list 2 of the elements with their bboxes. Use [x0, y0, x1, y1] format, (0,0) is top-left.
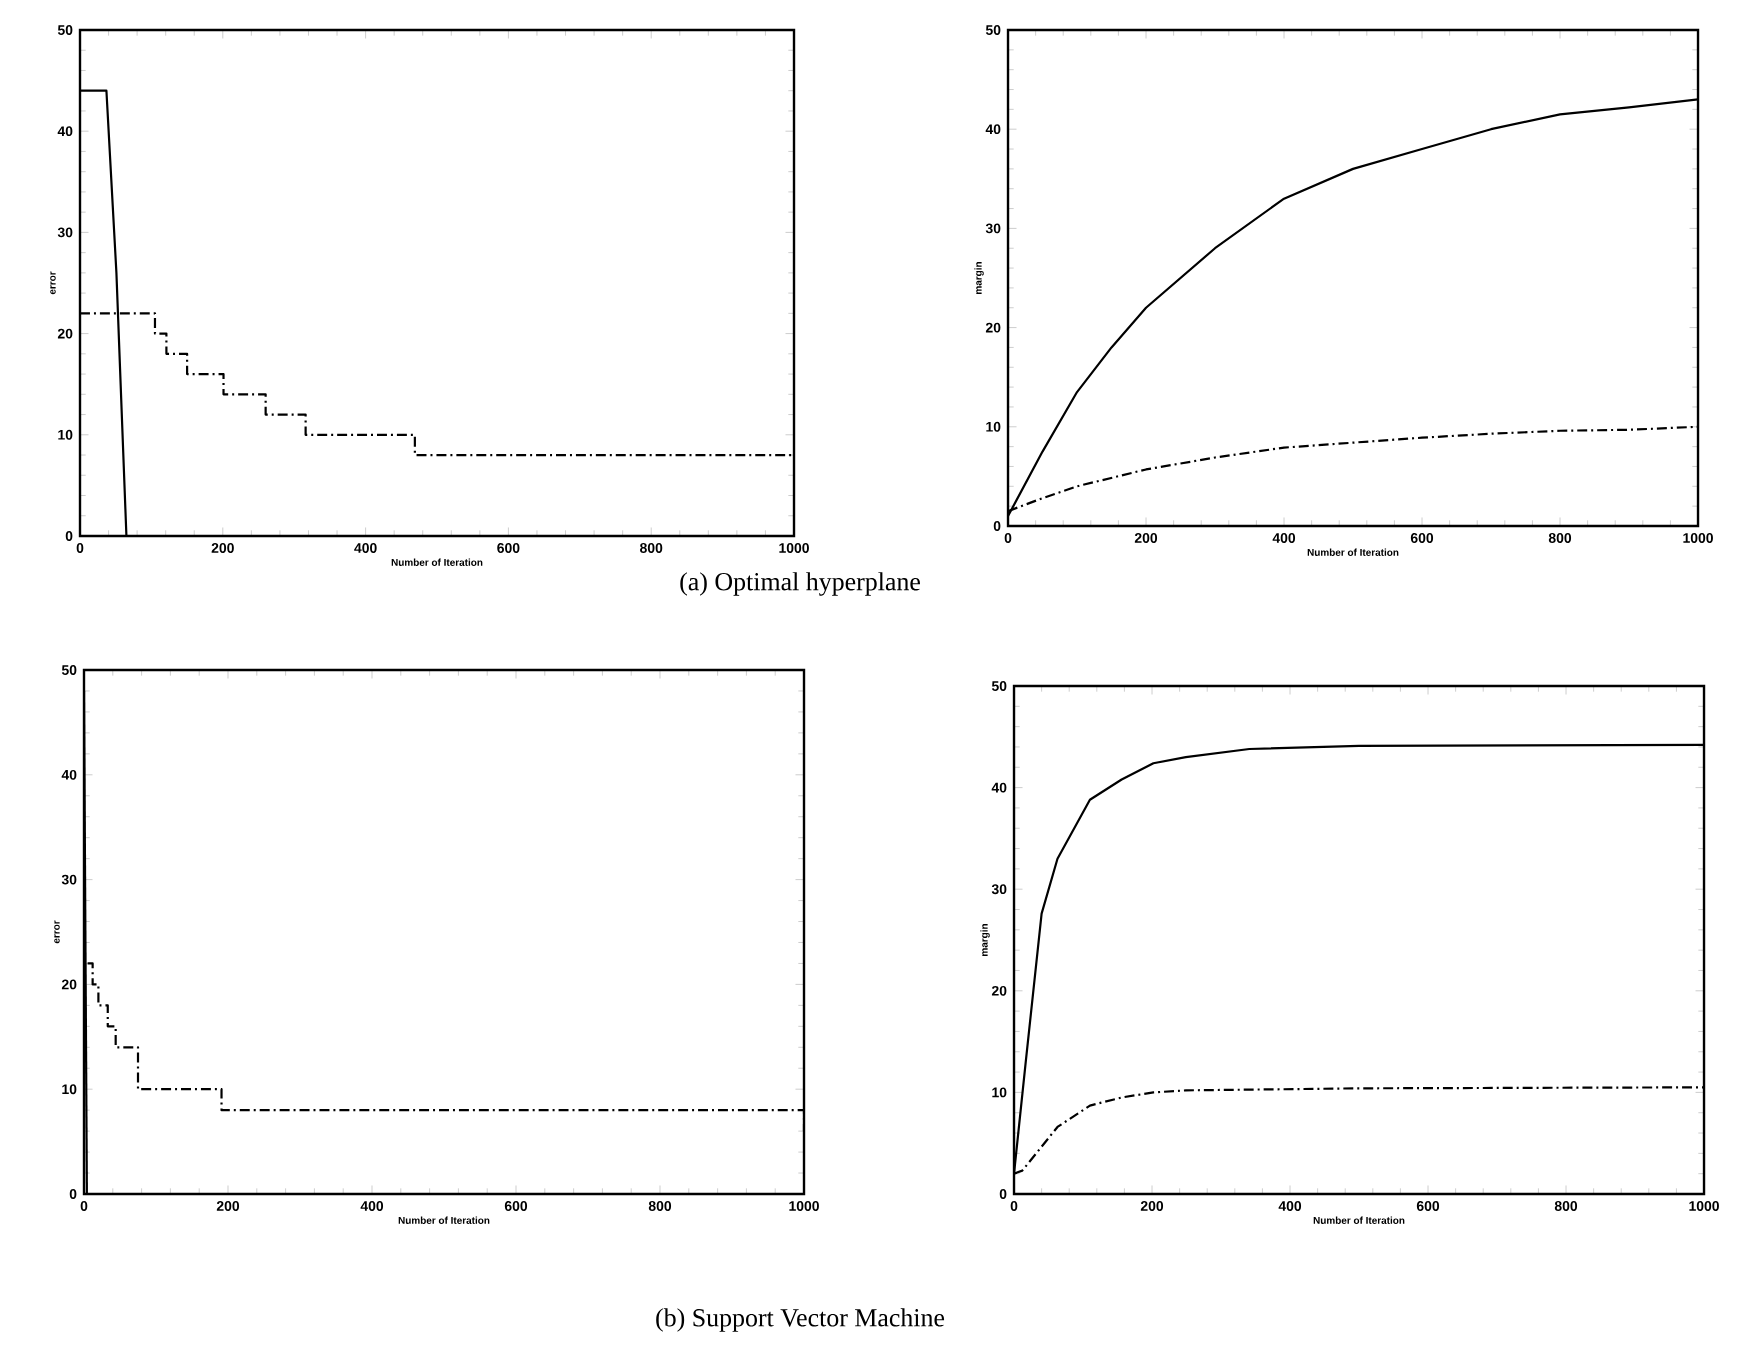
text: (a) Optimal hyperplane [680, 572, 920, 596]
text: (b) Support Vector Machine [656, 1308, 945, 1332]
